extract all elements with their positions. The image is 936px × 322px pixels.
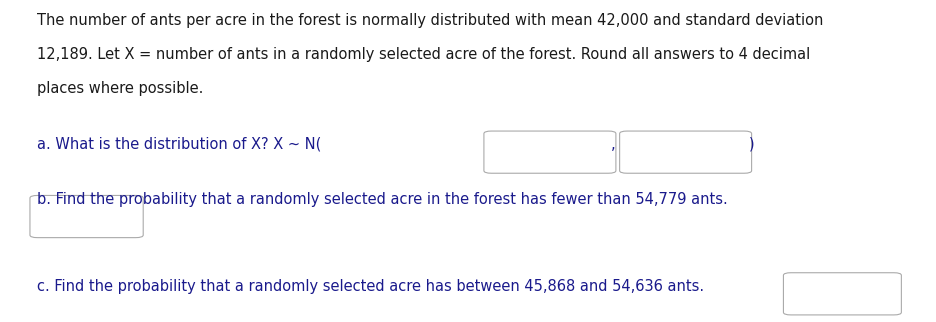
FancyBboxPatch shape [783,273,901,315]
Text: ): ) [749,137,754,152]
Text: places where possible.: places where possible. [37,80,204,96]
FancyBboxPatch shape [30,195,143,238]
FancyBboxPatch shape [620,131,752,173]
Text: The number of ants per acre in the forest is normally distributed with mean 42,0: The number of ants per acre in the fores… [37,13,824,28]
FancyBboxPatch shape [484,131,616,173]
Text: ,: , [611,137,616,152]
Text: b. Find the probability that a randomly selected acre in the forest has fewer th: b. Find the probability that a randomly … [37,192,728,207]
Text: a. What is the distribution of X? X ~ N(: a. What is the distribution of X? X ~ N( [37,137,322,152]
Text: 12,189. Let X = number of ants in a randomly selected acre of the forest. Round : 12,189. Let X = number of ants in a rand… [37,47,811,62]
Text: c. Find the probability that a randomly selected acre has between 45,868 and 54,: c. Find the probability that a randomly … [37,279,705,294]
